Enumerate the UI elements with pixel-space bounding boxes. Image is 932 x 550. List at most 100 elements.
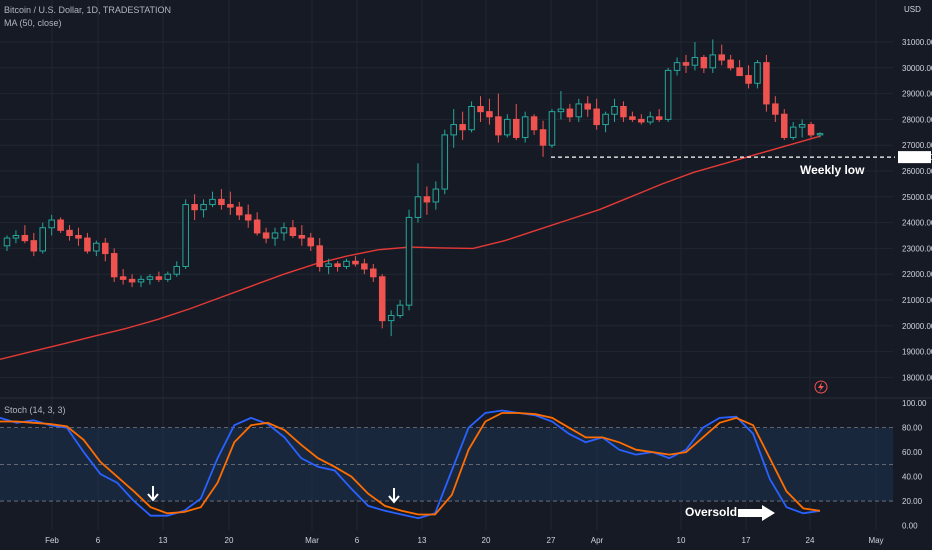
candle [227,204,234,208]
stoch-band-lines [0,427,893,502]
candle [789,126,797,138]
candle [763,62,770,105]
time-tick-label: 6 [355,536,360,545]
candle [262,232,270,239]
candle [164,273,172,280]
candle [173,265,181,275]
candle [361,263,368,270]
price-tick-label: 19000.00 [902,348,932,357]
time-tick-label: 20 [225,536,234,545]
candle [620,106,627,118]
candle [39,227,47,252]
right-arrow-icon [738,505,775,521]
candle [396,304,404,316]
candle [182,204,189,267]
stoch-legend: Stoch (14, 3, 3) [4,405,66,415]
candle [709,54,717,69]
candle [244,214,252,221]
candle [432,188,440,203]
candle [486,111,493,118]
stoch-tick-label: 40.00 [902,473,923,482]
weekly-low-label: Weekly low [800,163,865,177]
candle [414,196,422,218]
stoch-tick-label: 0.00 [902,522,918,531]
candle [218,198,225,206]
candle [370,268,377,278]
candle [566,108,574,118]
candle [307,237,315,247]
candle [253,219,261,234]
candle [57,219,64,231]
currency-label: USD [904,5,921,14]
stoch-d-line [0,412,821,516]
candle [66,229,73,236]
candle [119,276,127,280]
time-tick-label: May [868,536,883,545]
oversold-arrows [147,486,775,521]
candle [682,62,690,66]
candle [754,62,761,84]
candle [655,116,663,120]
candle [325,263,332,267]
candle [298,235,306,239]
time-tick-label: Apr [591,536,604,545]
price-tick-label: 27000.00 [902,141,932,150]
candle [557,108,565,113]
price-tick-label: 18000.00 [902,373,932,382]
price-tick-label: 20000.00 [902,322,932,331]
candle [700,56,708,69]
candle [102,242,109,255]
candlestick-series [3,39,824,337]
candle [236,206,243,216]
candle [75,235,82,239]
price-tick-label: 29000.00 [902,90,932,99]
stoch-k-line [0,409,821,520]
candle [477,106,484,113]
candle [745,75,752,84]
candle [450,124,457,136]
price-tick-label: 21000.00 [902,296,932,305]
lightning-icon-ring [814,380,828,394]
candle [93,242,100,252]
candle [316,245,323,267]
time-tick-label: 20 [482,536,491,545]
time-tick-label: 10 [677,536,686,545]
candle [638,118,645,123]
candle [512,118,520,138]
time-tick-label: 24 [806,536,815,545]
candle [629,116,636,120]
candle [548,111,556,146]
candle [593,108,600,126]
price-tick-label: 31000.00 [902,38,932,47]
down-arrow-head-icon [388,495,400,504]
lightning-icon[interactable] [814,380,828,394]
candle [423,196,431,203]
candle [521,116,529,138]
candle [137,278,145,283]
candle [691,56,699,66]
candle [3,237,11,247]
stoch-axis-ticks: 0.00 20.00 40.00 60.00 80.00 100.00 [902,399,927,530]
candle [343,260,350,267]
candle [441,134,449,190]
candle [611,106,618,115]
lightning-icon-bolt [818,382,824,392]
candle [504,118,511,136]
price-tick-label: 28000.00 [902,115,932,124]
candle [352,260,359,265]
stoch-tick-label: 100.00 [902,399,927,408]
chart-title: Bitcoin / U.S. Dollar, 1D, TRADESTATION [4,5,172,15]
time-tick-label: 27 [547,536,556,545]
candle [602,113,609,126]
price-tick-label: 30000.00 [902,64,932,73]
candle [673,62,681,71]
candle [280,227,288,234]
time-tick-label: 17 [742,536,751,545]
candle [807,124,815,136]
candle [334,263,341,267]
candle [539,129,547,146]
candle [664,69,672,120]
weekly-low-price: 26538.00 [900,153,932,162]
stoch-tick-label: 20.00 [902,497,923,506]
